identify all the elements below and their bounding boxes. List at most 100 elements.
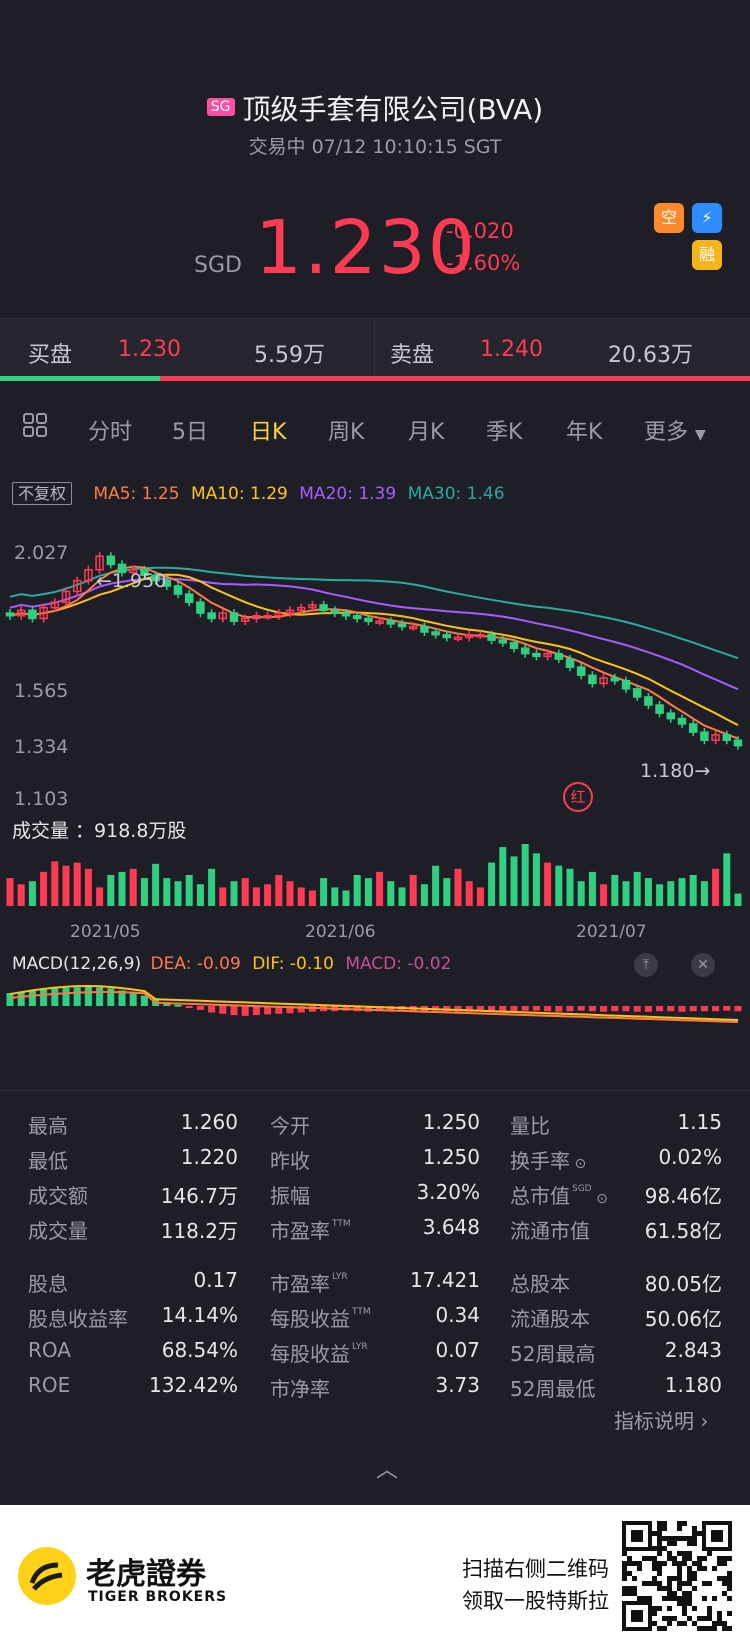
qr-code-icon[interactable] [622, 1521, 732, 1631]
volume-bar [163, 878, 171, 906]
tab-more[interactable]: 更多 ▼ [644, 414, 706, 446]
stat-label: 市盈率 LYR [270, 1272, 348, 1296]
high-marker-value: 1.950 [111, 570, 167, 592]
volume-bar [700, 881, 708, 906]
macd-bar [488, 1006, 496, 1012]
macd-bar [723, 1006, 731, 1011]
volume-bar [297, 887, 305, 906]
period-tabs: 分时 5日 日K 周K 月K 季K 年K 更多 ▼ [0, 412, 750, 454]
tab-5day[interactable]: 5日 [172, 420, 208, 445]
stat-value: 0.02% [658, 1145, 722, 1169]
candle [72, 576, 82, 596]
candlestick-chart[interactable] [0, 530, 750, 810]
short-sell-icon[interactable]: 空 [654, 203, 684, 233]
volume-bar [678, 878, 686, 906]
stat-label: ROA [28, 1338, 71, 1362]
macd-bar [6, 993, 14, 1006]
macd-bar [107, 988, 115, 1006]
volume-bar [600, 884, 608, 906]
red-stamp-icon[interactable]: 红 [563, 782, 593, 812]
volume-bar [555, 865, 563, 906]
stat-label: 股息 [28, 1272, 68, 1296]
volume-bar [28, 881, 36, 906]
candle [319, 600, 328, 615]
candle [252, 611, 261, 623]
volume-bar [387, 881, 395, 906]
volume-bar [376, 871, 384, 906]
macd-bar [678, 1006, 686, 1012]
candle [733, 736, 743, 750]
brand-name-cn: 老虎證券 [86, 1557, 206, 1592]
change-value: -0.020 [446, 219, 514, 243]
ma10-label: MA10: 1.29 [190, 484, 288, 504]
stat-label: 市净率 [270, 1377, 330, 1401]
volume-bar [129, 868, 137, 906]
bid-volume: 5.59万 [254, 343, 325, 368]
lightning-icon[interactable]: ⚡ [692, 203, 722, 233]
volume-bar [230, 881, 238, 906]
indicator-explain-link[interactable]: 指标说明 › [614, 1405, 708, 1434]
candle [688, 719, 698, 737]
tab-daily[interactable]: 日K [250, 420, 287, 445]
stat-label: 总股本 [510, 1272, 570, 1296]
stat-value: 1.250 [422, 1110, 480, 1134]
macd-bar [521, 1006, 529, 1011]
volume-bar [308, 890, 316, 906]
stat-value: 1.250 [422, 1145, 480, 1169]
macd-bar [532, 1006, 540, 1011]
macd-bar [544, 1006, 552, 1012]
volume-bar [454, 868, 462, 906]
change-percent: -1.60% [446, 251, 521, 275]
macd-bar [499, 1006, 507, 1012]
info-icon[interactable]: ⊙ [570, 1156, 587, 1172]
tab-weekly[interactable]: 周K [328, 420, 365, 445]
promo-line-2: 领取一股特斯拉 [462, 1589, 609, 1613]
volume-bar [622, 881, 630, 906]
stat-value: 1.260 [180, 1110, 238, 1134]
candle [677, 714, 687, 729]
low-marker-value: 1.180 [640, 760, 695, 782]
volume-bar [196, 884, 204, 906]
stat-label: 成交额 [28, 1184, 88, 1208]
pin-top-icon[interactable]: ⤒ [634, 953, 658, 977]
candle [50, 598, 60, 612]
adjust-toggle[interactable]: 不复权 [12, 482, 73, 505]
volume-label: 成交量 ：918.8万股 [12, 820, 187, 842]
candle [140, 565, 149, 580]
chevron-up-icon[interactable]: ︿ [376, 1458, 399, 1483]
macd-bar [700, 1006, 708, 1012]
ask-price: 1.240 [480, 337, 543, 362]
tab-yearly[interactable]: 年K [566, 420, 603, 445]
caret-down-icon: ▼ [695, 427, 706, 443]
stat-value: 14.14% [161, 1303, 238, 1327]
tab-intraday[interactable]: 分时 [88, 420, 133, 445]
info-icon[interactable]: ⊙ [591, 1191, 608, 1207]
stat-label: 股息收益率 [28, 1307, 128, 1331]
volume-bar [40, 871, 48, 906]
candle [386, 617, 396, 628]
candle [296, 603, 306, 615]
ask-strength-bar [160, 376, 750, 381]
candle [610, 673, 620, 685]
last-price: 1.230 [255, 205, 477, 291]
volume-bar [353, 875, 361, 906]
candle [420, 622, 429, 637]
stat-superscript: TTM [332, 1219, 351, 1229]
macd-bar [241, 1006, 249, 1016]
volume-bar [51, 861, 59, 906]
stat-value: 3.648 [422, 1215, 480, 1239]
tab-quarterly[interactable]: 季K [486, 420, 523, 445]
volume-bar [17, 884, 25, 906]
indicator-explain-label: 指标说明 [614, 1409, 694, 1433]
close-icon[interactable]: ✕ [691, 953, 715, 977]
stat-value: 0.34 [435, 1303, 480, 1327]
stat-value: 118.2万 [160, 1219, 238, 1243]
candle [207, 609, 216, 623]
grid-icon[interactable] [22, 412, 48, 444]
price-change: -0.020 -1.60% [446, 215, 520, 279]
candle [308, 600, 317, 612]
tab-monthly[interactable]: 月K [408, 420, 445, 445]
macd-bar [28, 990, 36, 1006]
macd-bar [40, 989, 48, 1006]
margin-icon[interactable]: 融 [692, 240, 722, 270]
